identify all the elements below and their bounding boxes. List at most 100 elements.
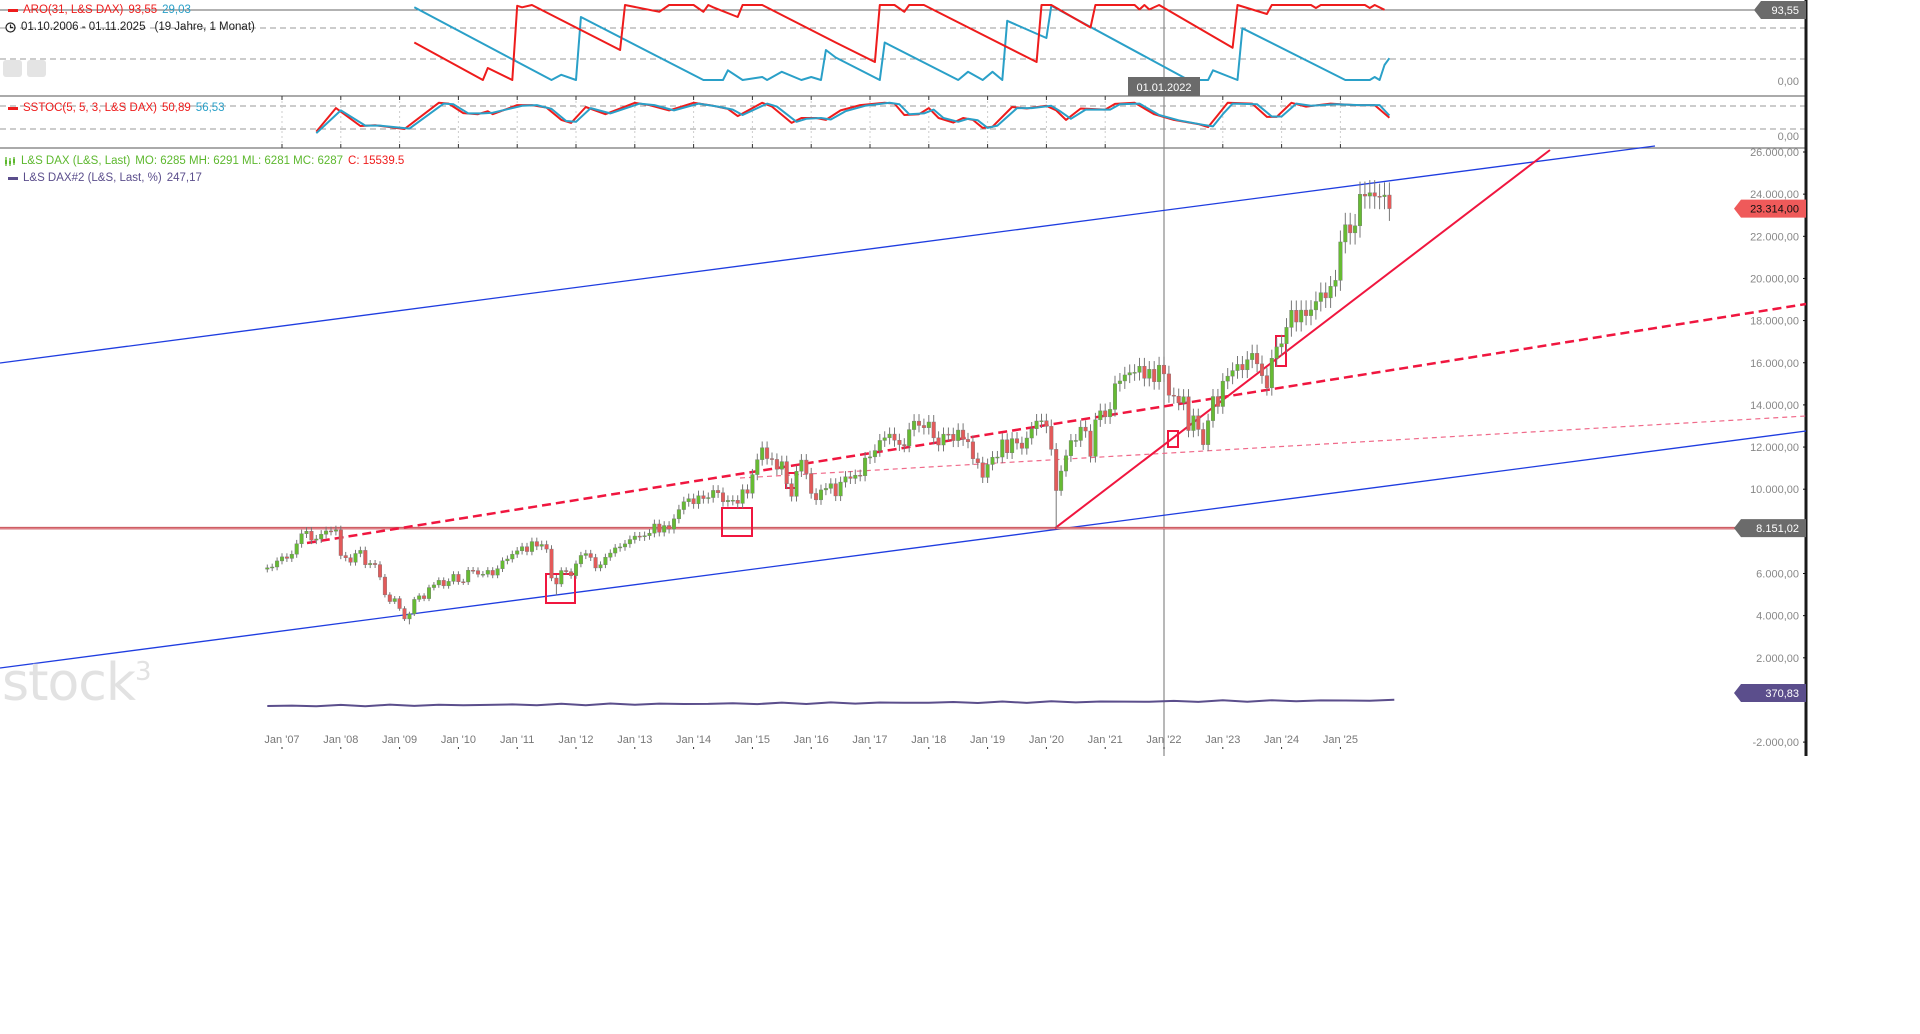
candle-body xyxy=(872,450,877,458)
time-tick-label: Jan '16 xyxy=(794,734,829,746)
candle-body xyxy=(309,531,314,541)
candle-body xyxy=(613,547,618,554)
support-value-tag xyxy=(1734,519,1806,538)
candle-body xyxy=(1103,410,1108,418)
candle-body xyxy=(672,518,677,530)
candle-body xyxy=(647,532,652,536)
candle-body xyxy=(1328,286,1333,299)
crosshair-date-label: 01.01.2022 xyxy=(1136,82,1191,94)
thin-dashed-trendline xyxy=(739,415,1807,479)
time-tick-label: Jan '21 xyxy=(1088,734,1123,746)
candle-body xyxy=(995,456,1000,459)
candle-body xyxy=(402,608,407,620)
candle-body xyxy=(1274,346,1279,359)
aro-down-line xyxy=(413,4,1391,81)
candle-body xyxy=(1304,309,1309,316)
candle-body xyxy=(1240,364,1245,371)
candle-body xyxy=(1088,430,1093,457)
candle-body xyxy=(284,556,289,559)
candle-body xyxy=(789,483,794,497)
candle-body xyxy=(549,548,554,579)
time-tick-label: Jan '10 xyxy=(441,734,476,746)
time-tick-label: Jan '19 xyxy=(970,734,1005,746)
price-tick-label: 4.000,00 xyxy=(1756,611,1799,623)
main-series-label: L&S DAX (L&S, Last) xyxy=(21,155,131,167)
candle-body xyxy=(368,563,373,565)
support-value-tag-label: 8.151,02 xyxy=(1756,523,1799,535)
candle-body xyxy=(588,553,593,558)
clock-icon xyxy=(5,21,16,33)
candle-body xyxy=(1054,449,1059,491)
last-price-tag xyxy=(1734,199,1806,218)
candle-body xyxy=(451,574,456,582)
candle-body xyxy=(319,534,324,540)
sstoc-k-value: 50,89 xyxy=(162,102,191,114)
price-tick-label: 2.000,00 xyxy=(1756,653,1799,665)
candle-body xyxy=(480,574,485,576)
zoom-out-button[interactable] xyxy=(27,60,46,77)
time-tick-label: Jan '15 xyxy=(735,734,770,746)
dax2-legend[interactable]: L&S DAX#2 (L&S, Last, %) 247,17 xyxy=(8,172,202,184)
candle-body xyxy=(515,550,520,555)
candle-body xyxy=(1093,419,1098,457)
sstoc-d-line xyxy=(315,101,1391,134)
time-tick-label: Jan '17 xyxy=(852,734,887,746)
price-tick-label: 26.000,00 xyxy=(1750,147,1799,159)
candle-body xyxy=(1142,366,1147,379)
candle-body xyxy=(1215,396,1220,407)
candle-body xyxy=(490,570,495,576)
time-tick-label: Jan '18 xyxy=(911,734,946,746)
candle-body xyxy=(466,570,471,583)
candle-body xyxy=(970,441,975,459)
candle-body xyxy=(603,557,608,565)
time-tick-label: Jan '25 xyxy=(1323,734,1358,746)
candles xyxy=(265,180,1392,625)
time-tick-label: Jan '20 xyxy=(1029,734,1064,746)
candle-body xyxy=(1382,194,1387,197)
candle-body xyxy=(887,433,892,439)
candle-body xyxy=(691,498,696,505)
candle-body xyxy=(809,473,814,494)
candle-body xyxy=(280,556,285,562)
price-tick-label: 6.000,00 xyxy=(1756,569,1799,581)
candle-body xyxy=(951,434,956,441)
candle-body xyxy=(1083,426,1088,432)
candle-body xyxy=(1289,310,1294,328)
zoom-in-button[interactable] xyxy=(3,60,22,77)
candle-body xyxy=(1166,373,1171,396)
price-tick-label: 12.000,00 xyxy=(1750,442,1799,454)
aro-legend[interactable]: ARO(31, L&S DAX) 93,55 29,03 xyxy=(8,4,191,16)
price-tick-label: 14.000,00 xyxy=(1750,400,1799,412)
candle-body xyxy=(299,533,304,545)
candle-body xyxy=(725,500,730,502)
aro-up-value: 93,55 xyxy=(128,4,158,16)
candle-body xyxy=(329,530,334,533)
candle-body xyxy=(1034,420,1039,429)
aro-color-swatch xyxy=(8,8,18,12)
aro-down-value: 29,03 xyxy=(162,4,191,16)
candle-body xyxy=(721,492,726,502)
candle-body xyxy=(1152,369,1157,382)
candle-body xyxy=(1387,194,1392,209)
candle-body xyxy=(760,447,765,460)
candle-body xyxy=(1245,359,1250,371)
main-legend[interactable]: L&S DAX (L&S, Last) MO: 6285 MH: 6291 ML… xyxy=(4,155,404,167)
sstoc-legend[interactable]: SSTOC(5, 5, 3, L&S DAX) 50,89 56,53 xyxy=(8,102,225,114)
date-range-duration: (19 Jahre, 1 Monat) xyxy=(154,21,255,33)
candle-body xyxy=(324,530,329,535)
candle-body xyxy=(387,594,392,602)
candle-body xyxy=(618,546,623,549)
candle-body xyxy=(1010,438,1015,454)
candle-body xyxy=(784,461,789,484)
candle-body xyxy=(1000,439,1005,458)
candle-body xyxy=(1073,440,1078,442)
candle-body xyxy=(358,550,363,554)
candle-body xyxy=(1323,292,1328,299)
candle-body xyxy=(427,587,432,599)
candle-body xyxy=(1210,396,1215,421)
candle-body xyxy=(1294,310,1299,323)
aro-last-value-tag xyxy=(1754,1,1806,19)
candle-body xyxy=(1235,364,1240,371)
candle-body xyxy=(1308,309,1313,316)
